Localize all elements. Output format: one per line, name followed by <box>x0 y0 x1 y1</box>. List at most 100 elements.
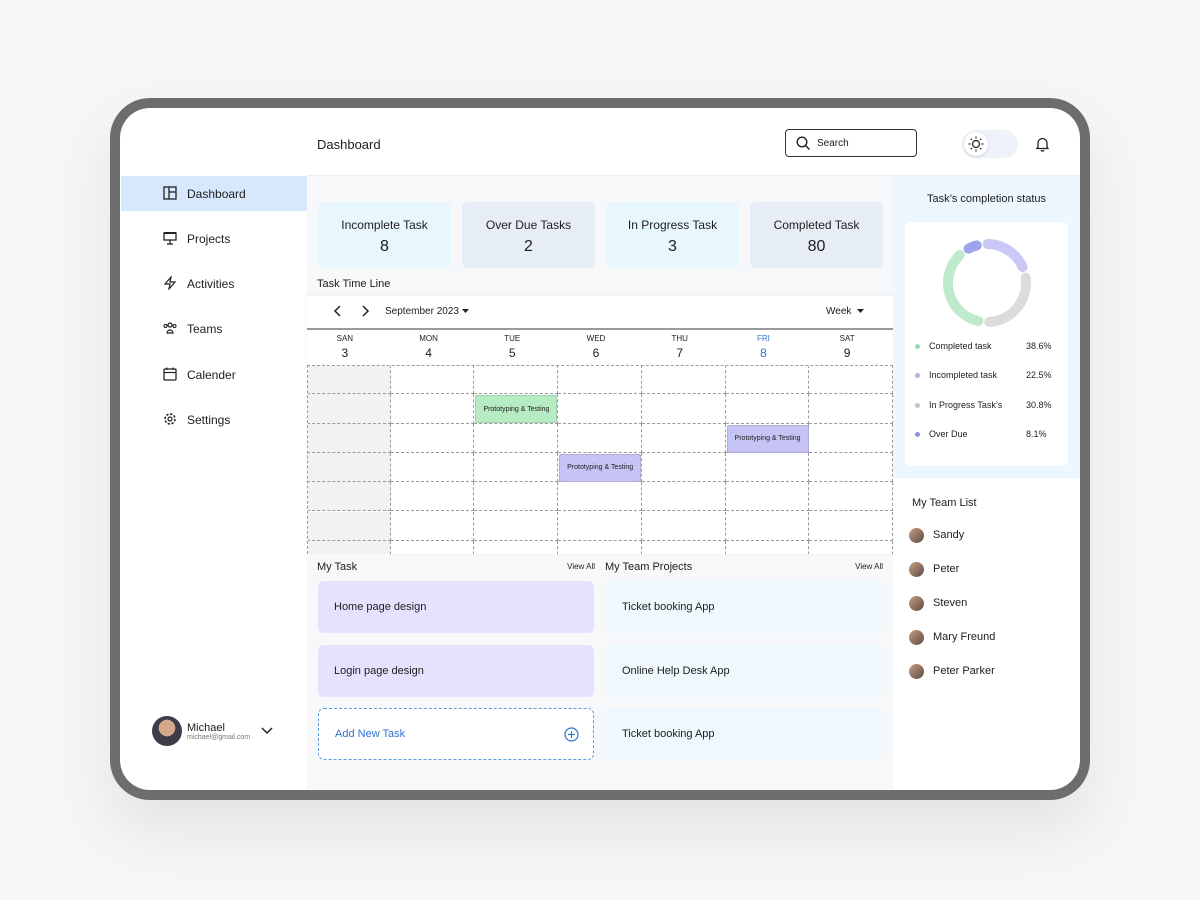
legend-label: Completed task <box>929 341 992 351</box>
nav-icon <box>163 367 177 381</box>
calendar-cell[interactable] <box>390 366 475 395</box>
nav-item[interactable]: Projects <box>121 221 307 256</box>
calendar-cell[interactable] <box>809 540 893 554</box>
calendar-cell[interactable] <box>390 511 475 541</box>
calendar-event[interactable]: Prototyping & Testing <box>475 395 558 424</box>
list-card[interactable]: Ticket booking App <box>606 581 882 633</box>
list-card[interactable]: Login page design <box>318 644 594 697</box>
calendar-cell[interactable] <box>642 540 726 554</box>
member-name: Peter <box>933 563 960 575</box>
day-name: TUE <box>504 334 521 343</box>
team-title: My Team List <box>912 497 977 509</box>
calendar-cell[interactable] <box>391 540 475 554</box>
calendar-cell[interactable] <box>809 511 893 541</box>
search-box[interactable]: Search <box>785 129 917 157</box>
view-selector[interactable]: Week <box>826 306 865 317</box>
calendar-cell[interactable] <box>725 511 810 541</box>
day-header: SAN 3 <box>303 334 387 360</box>
calendar-cell[interactable] <box>474 452 559 483</box>
calendar-cell[interactable] <box>558 423 642 453</box>
completion-card <box>905 222 1068 466</box>
nav-icon <box>163 322 177 334</box>
calendar-cell[interactable] <box>641 511 726 541</box>
calendar-cell[interactable] <box>308 366 391 395</box>
stat-card[interactable]: Over Due Tasks 2 <box>462 202 595 268</box>
calendar-cell[interactable] <box>725 394 810 424</box>
calendar-cell[interactable] <box>641 366 726 395</box>
calendar-cell[interactable] <box>726 540 810 554</box>
legend-item: In Progress Task’s 30.8% <box>915 400 1055 412</box>
view-all[interactable]: View All <box>567 562 595 571</box>
month-selector[interactable]: September 2023 <box>385 306 470 317</box>
view-all[interactable]: View All <box>855 562 883 571</box>
stat-card[interactable]: In Progress Task 3 <box>606 202 739 268</box>
calendar-cell[interactable] <box>308 423 391 453</box>
member-avatar <box>909 664 924 679</box>
nav-item[interactable]: Dashboard <box>121 176 307 211</box>
day-date: 9 <box>843 346 851 360</box>
toggle-knob <box>964 132 988 156</box>
calendar-cell[interactable] <box>308 482 391 512</box>
nav-item[interactable]: Settings <box>121 402 307 437</box>
calendar-cell[interactable] <box>390 452 475 483</box>
team-member[interactable]: Peter Parker <box>909 664 1069 680</box>
stat-card[interactable]: Incomplete Task 8 <box>318 202 451 268</box>
calendar-cell[interactable] <box>558 482 642 512</box>
calendar-cell[interactable] <box>474 394 559 424</box>
calendar-event[interactable]: Prototyping & Testing <box>559 453 642 482</box>
list-card[interactable]: Ticket booking App <box>606 708 882 760</box>
team-member[interactable]: Steven <box>909 596 1069 612</box>
legend-swatch <box>915 431 920 437</box>
calendar-cell[interactable] <box>809 482 893 512</box>
calendar-cell[interactable] <box>558 366 642 395</box>
calendar-cell[interactable] <box>390 394 475 424</box>
calendar-cell[interactable] <box>390 423 475 453</box>
calendar-event[interactable]: Prototyping & Testing <box>726 424 809 453</box>
calendar-cell[interactable] <box>558 511 642 541</box>
bell-icon[interactable] <box>1035 136 1050 152</box>
calendar-cell[interactable] <box>390 482 475 512</box>
calendar-cell[interactable] <box>558 394 642 424</box>
nav-item[interactable]: Activities <box>121 266 307 301</box>
calendar-cell[interactable] <box>558 540 642 554</box>
calendar-cell[interactable] <box>308 452 391 483</box>
calendar-cell[interactable] <box>809 452 893 483</box>
calendar-cell[interactable] <box>474 540 559 554</box>
stat-value: 8 <box>380 238 389 255</box>
add-task-button[interactable]: Add New Task <box>318 708 594 760</box>
calendar-grid <box>307 365 893 554</box>
stat-card[interactable]: Completed Task 80 <box>750 202 883 268</box>
calendar-cell[interactable] <box>725 366 810 395</box>
calendar-cell[interactable] <box>308 511 391 541</box>
calendar-cell[interactable] <box>474 482 559 512</box>
month-label: September 2023 <box>385 306 459 317</box>
team-member[interactable]: Sandy <box>909 528 1069 544</box>
calendar-cell[interactable] <box>725 482 810 512</box>
calendar-cell[interactable] <box>641 452 726 483</box>
calendar-cell[interactable] <box>641 423 726 453</box>
nav-item[interactable]: Calender <box>121 357 307 392</box>
legend-value: 30.8% <box>1026 399 1052 410</box>
next-week[interactable] <box>360 305 370 317</box>
theme-toggle[interactable] <box>962 130 1018 158</box>
team-member[interactable]: Peter <box>909 562 1069 578</box>
calendar-cell[interactable] <box>308 394 391 424</box>
list-card[interactable]: Home page design <box>318 581 594 633</box>
calendar-cell[interactable] <box>474 511 559 541</box>
calendar-cell[interactable] <box>809 394 893 424</box>
calendar-cell[interactable] <box>308 540 391 554</box>
nav-item[interactable]: Teams <box>121 311 307 346</box>
calendar-cell[interactable] <box>474 423 559 453</box>
calendar-cell[interactable] <box>809 423 893 453</box>
member-avatar <box>909 630 924 645</box>
list-card[interactable]: Online Help Desk App <box>606 644 882 697</box>
member-avatar <box>909 528 924 543</box>
calendar-cell[interactable] <box>809 366 893 395</box>
team-member[interactable]: Mary Freund <box>909 630 1069 646</box>
calendar-cell[interactable] <box>641 394 726 424</box>
prev-week[interactable] <box>333 305 343 317</box>
user-menu-chevron[interactable] <box>261 727 273 735</box>
calendar-cell[interactable] <box>641 482 726 512</box>
calendar-cell[interactable] <box>725 452 810 483</box>
calendar-cell[interactable] <box>474 366 559 395</box>
